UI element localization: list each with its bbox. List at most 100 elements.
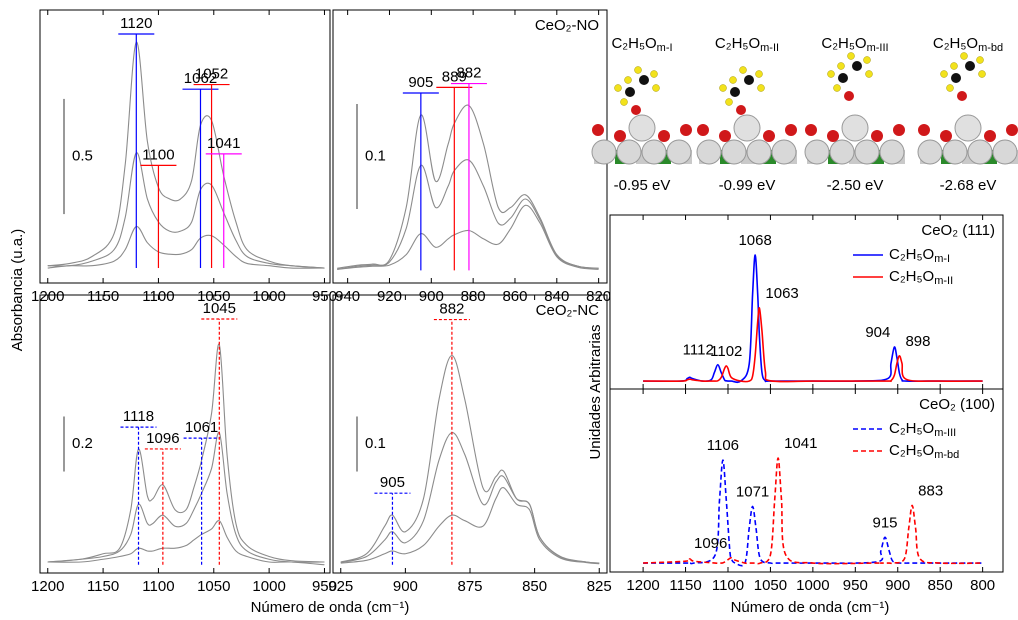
adsorption-energy: -2.50 eV [827, 177, 884, 194]
x-tick-label: 860 [502, 288, 527, 305]
atom-o [614, 130, 626, 142]
peak-label: 1100 [142, 146, 174, 163]
x-tick-label: 1050 [754, 577, 787, 594]
panel-label: CeO₂ (100) [919, 396, 995, 413]
atom-o [719, 130, 731, 142]
label-subscript: m-III [934, 427, 956, 439]
spectrum-line [47, 226, 325, 269]
peak-label: 1096 [146, 430, 179, 447]
atom-h [827, 70, 835, 78]
atom-c [639, 75, 649, 85]
panel-label: CeO₂-NO [535, 17, 599, 34]
atom-o [940, 130, 952, 142]
label-subscript: m-II [760, 42, 779, 54]
atom-h [978, 70, 986, 78]
atom-h [976, 56, 984, 64]
atom-o [893, 124, 905, 136]
label: C₂H₅Om-bd [933, 35, 1003, 54]
x-tick-label: 840 [544, 288, 569, 305]
atom-o [592, 124, 604, 136]
adsorption-energy: -2.68 eV [940, 177, 997, 194]
atom-o [957, 91, 967, 101]
atom-o [805, 124, 817, 136]
spectrum-line [47, 41, 325, 269]
atom-h [833, 84, 841, 92]
atom-h [940, 70, 948, 78]
atom-ce [992, 139, 1018, 165]
x-tick-label: 900 [393, 578, 418, 595]
peak-label: 905 [408, 74, 433, 91]
atom-h [739, 66, 747, 74]
x-tick-label: 850 [522, 578, 547, 595]
atom-ce [967, 139, 993, 165]
atom-o [631, 105, 641, 115]
x-tick-label: 900 [419, 288, 444, 305]
structure [696, 66, 797, 165]
atom-h [757, 84, 765, 92]
x-tick-label: 875 [457, 578, 482, 595]
atom-h [950, 62, 958, 70]
spectrum-line [340, 487, 600, 565]
panel-label: CeO₂ (111) [921, 222, 995, 239]
adsorption-energy: -0.95 eV [614, 177, 671, 194]
x-tick-label: 800 [970, 577, 995, 594]
label-subscript: m-I [657, 42, 673, 54]
atom-h [634, 66, 642, 74]
x-tick-label: 880 [461, 288, 486, 305]
atom-ce [841, 114, 869, 142]
atom-o [844, 91, 854, 101]
peak-label: 883 [918, 482, 943, 499]
label: C₂H₅Om-bd [889, 442, 959, 461]
x-tick-label: 950 [312, 578, 337, 595]
peak-label: 1096 [694, 535, 727, 552]
atom-h [863, 56, 871, 64]
atom-o [680, 124, 692, 136]
label: C₂H₅Om-II [889, 268, 953, 287]
peak-label: 1118 [123, 408, 154, 425]
panel-label: CeO₂-NC [536, 302, 599, 319]
x-tick-label: 825 [587, 578, 612, 595]
scale-bar-label: 0.1 [365, 435, 386, 452]
atom-ce [954, 114, 982, 142]
spectrum-line [643, 306, 983, 383]
peak-label: 915 [872, 514, 897, 531]
spectrum-line [340, 432, 600, 564]
x-tick-label: 1200 [626, 577, 659, 594]
atom-h [946, 84, 954, 92]
spectrum-line [47, 520, 325, 566]
y-axis-label: Absorbancia (u.a.) [9, 229, 26, 352]
plot-frame [609, 388, 1004, 573]
x-tick-label: 850 [928, 577, 953, 594]
x-tick-label: 920 [377, 288, 402, 305]
structure [917, 52, 1018, 165]
x-tick-label: 1150 [87, 578, 119, 595]
atom-c [965, 61, 975, 71]
atom-o [697, 124, 709, 136]
atom-ce [616, 139, 642, 165]
peak-label: 1112 [683, 342, 714, 359]
atom-ce [879, 139, 905, 165]
label-main: C₂H₅O [715, 35, 760, 52]
label: C₂H₅Om-III [889, 420, 956, 439]
atom-h [652, 84, 660, 92]
atom-c [744, 75, 754, 85]
atom-ce [591, 139, 617, 165]
atom-h [614, 84, 622, 92]
atom-ce [746, 139, 772, 165]
peak-label: 889 [442, 68, 467, 85]
atom-ce [641, 139, 667, 165]
label-main: C₂H₅O [611, 35, 656, 52]
structure [804, 52, 905, 165]
spectrum-line [47, 152, 325, 269]
spectrum-line [337, 204, 599, 270]
atom-c [625, 87, 635, 97]
label-main: C₂H₅O [889, 420, 934, 437]
peak-label: 1106 [707, 437, 739, 454]
atom-o [1006, 124, 1018, 136]
atom-h [865, 70, 873, 78]
peak-label: 1061 [185, 419, 218, 436]
atom-h [620, 98, 628, 106]
atom-h [729, 76, 737, 84]
peak-label: 1041 [784, 435, 817, 452]
